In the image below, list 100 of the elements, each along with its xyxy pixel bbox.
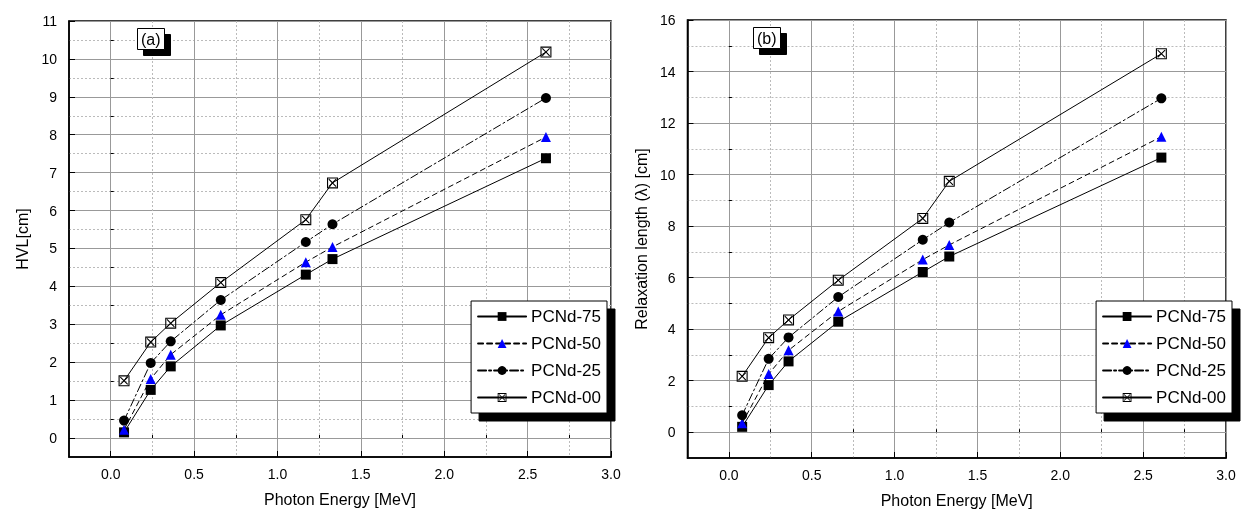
point [327,219,338,230]
y-tick-label: 0 [667,424,676,441]
x-tick-label: 1.0 [884,467,905,483]
y-tick-label: 14 [659,63,676,80]
y-tick-label: 4 [667,321,676,338]
point [165,317,177,329]
y-tick-label: 10 [659,166,676,183]
x-axis-title: Photon Energy [MeV] [880,491,1033,509]
point [300,257,311,268]
point [763,353,774,364]
point [215,295,226,306]
x-tick-label: 0.5 [802,467,822,483]
legend-label: PCNd-00 [531,388,601,407]
point [737,410,748,421]
y-tick-label: 11 [42,13,58,29]
point [944,239,955,250]
point [300,214,312,226]
y-tick-label: 7 [49,164,58,181]
legend-label: PCNd-50 [531,334,601,353]
point [917,212,929,224]
x-tick-label: 1.5 [351,466,371,482]
point [763,380,774,391]
point [300,237,311,248]
x-tick-label: 0.5 [184,466,205,482]
x-tick-label: 2.0 [1050,467,1071,483]
y-axis-title: HVL[cm] [14,208,32,270]
y-tick-label: 6 [49,202,58,219]
point [783,314,795,326]
y-axis-title: Relaxation length (λ) [cm] [632,148,650,330]
y-tick-label: 6 [667,269,676,286]
point [327,254,338,265]
y-tick-label: 8 [667,218,676,235]
point [327,241,338,252]
point [944,251,955,262]
y-tick-label: 10 [41,50,58,67]
annotation: (b) [757,29,777,47]
y-tick-label: 4 [49,278,58,295]
point [1156,152,1167,163]
legend-label: PCNd-25 [1156,361,1226,380]
point [118,375,130,387]
legend-label: PCNd-75 [1156,307,1226,326]
point [833,316,844,327]
x-tick-label: 2.5 [1133,467,1154,483]
point [944,217,955,228]
x-tick-label: 3.0 [1216,467,1236,483]
y-tick-label: 2 [49,354,58,371]
point [145,373,156,384]
point [943,175,955,187]
legend-label: PCNd-50 [1156,334,1226,353]
point [540,92,551,103]
point [1156,131,1167,142]
point [165,349,176,360]
point [917,254,928,265]
x-tick-label: 1.5 [967,467,988,483]
legend-label: PCNd-25 [531,361,601,380]
point [763,332,775,344]
point [540,46,552,58]
x-tick-label: 0.0 [100,466,121,482]
y-tick-label: 1 [49,392,58,409]
legend-label: PCNd-00 [1156,388,1226,407]
point [300,269,311,280]
point [327,177,338,189]
point [165,336,176,347]
point [783,356,794,367]
y-tick-label: 9 [49,88,58,105]
point [145,357,156,368]
x-tick-label: 2.5 [517,466,538,482]
point [165,361,176,372]
point [763,369,774,380]
point [917,234,928,245]
legend-label: PCNd-75 [531,307,601,326]
y-tick-label: 5 [49,240,58,257]
point [1156,93,1167,104]
point [119,415,130,426]
x-tick-label: 1.0 [267,466,288,482]
x-tick-label: 2.0 [434,466,455,482]
point [215,277,227,289]
point [833,306,844,317]
y-tick-label: 8 [49,126,58,143]
point [540,153,551,164]
point [736,370,748,382]
point [145,336,157,348]
y-tick-label: 2 [667,372,676,389]
point [215,320,226,331]
point [540,132,551,143]
x-tick-label: 3.0 [601,466,621,482]
y-tick-label: 0 [49,430,58,447]
point [833,291,844,302]
point [145,384,156,395]
point [783,345,794,356]
point [832,274,844,286]
annotation: (a) [141,30,161,48]
point [917,266,928,277]
y-tick-label: 12 [659,115,676,132]
point [1155,48,1167,60]
x-axis-title: Photon Energy [MeV] [263,490,417,508]
x-tick-label: 0.0 [719,467,739,483]
point [215,309,226,320]
y-tick-label: 3 [49,316,58,333]
y-tick-label: 16 [659,12,676,28]
